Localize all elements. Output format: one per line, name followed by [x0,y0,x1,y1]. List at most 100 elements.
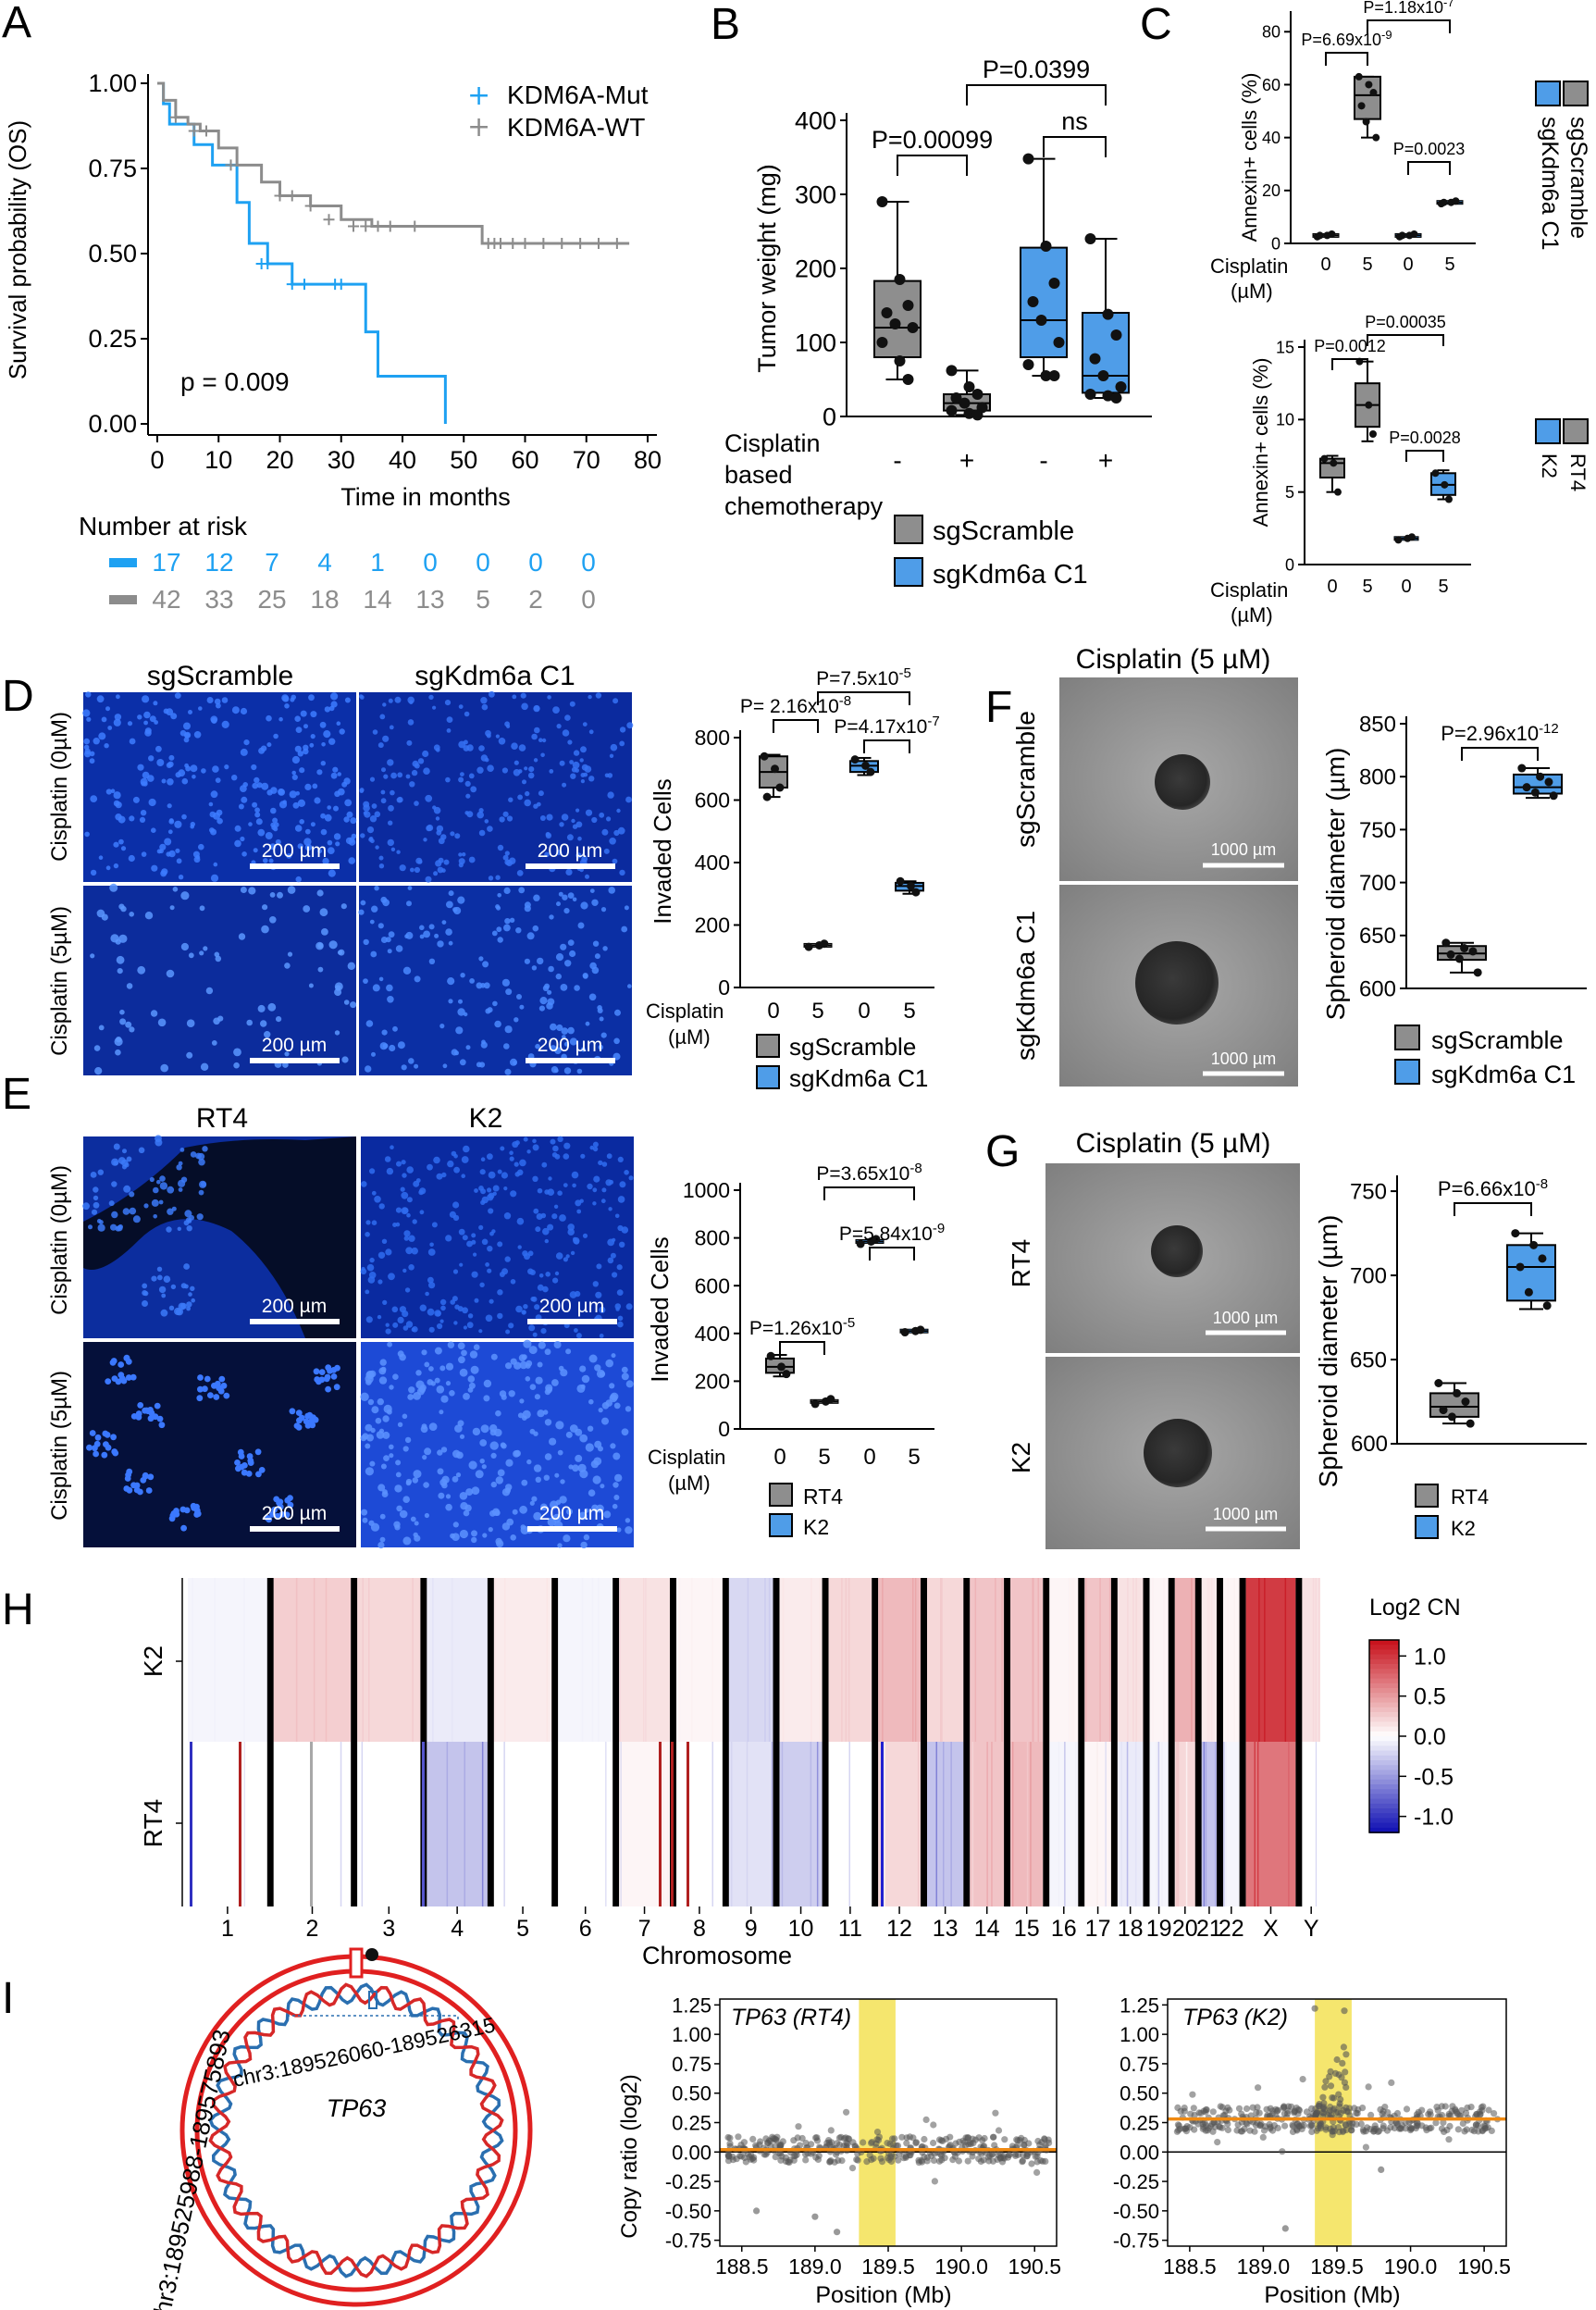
e-nucleus [103,1441,109,1447]
d-nucleus [144,912,154,920]
d-nucleus [580,901,588,910]
e-nucleus [223,1392,230,1399]
h-stripe [542,1742,545,1906]
i-plot2-point [1357,2120,1365,2128]
h-chromosome-separator [1295,1578,1303,1906]
g-point [1439,1406,1448,1415]
d-nucleus [599,812,605,818]
h-chromosome-separator [1168,1578,1175,1906]
d-nucleus [567,1026,575,1035]
e-nucleus [238,1453,245,1459]
i-plot2-point [1224,2120,1231,2128]
c-bot-cis-1: Cisplatin [1210,578,1288,602]
i-plot1-point [827,2127,835,2134]
d-nucleus [458,999,463,1004]
i-plot1-point [726,2134,734,2142]
h-stripe [503,1742,505,1906]
d-nucleus [233,1048,241,1057]
e-nucleus [479,1459,485,1464]
h-stripe [1132,1578,1134,1742]
e-nucleus [563,1257,569,1262]
d-nucleus [516,870,524,876]
e-nucleus [593,1175,600,1183]
i-plot1-point [868,2140,875,2147]
h-stripe [412,1578,414,1742]
d-nucleus [446,728,452,733]
e-nucleus [125,1472,132,1478]
d-nucleus [110,789,116,793]
d-point [760,751,769,761]
b-cisplatin-sign: + [1098,446,1113,475]
i-plot1-point [937,2137,946,2144]
i-plot1-point [928,2152,935,2160]
d-nucleus [273,733,278,739]
i-plot2-point [1266,2120,1273,2129]
i-plot1-y-tick-label: -0.25 [665,2170,711,2193]
d-point [820,939,829,949]
h-legend-colorbar-step [1369,1683,1399,1689]
i-plot2-point [1342,2083,1350,2091]
i-plot2-point [1341,2007,1348,2015]
d-nucleus [526,932,535,940]
d-nucleus [248,822,253,826]
e-nucleus [537,1284,544,1291]
d-nucleus [428,958,436,965]
e-nucleus [379,1359,387,1366]
d-nucleus [457,896,465,904]
d-nucleus [205,987,214,995]
e-nucleus [560,1479,565,1484]
e-nucleus [528,1324,536,1332]
e-nucleus [437,1323,443,1330]
h-stripe [1127,1578,1129,1742]
i-y-axis-label: Copy ratio (log2) [617,2074,642,2238]
i-plot1-point [813,2134,821,2142]
e-col-title-k2: K2 [469,1103,503,1134]
g-legend-k2-swatch [1415,1515,1439,1539]
d-bracket [863,739,910,753]
d-nucleus [375,845,379,850]
c-top-bracket [1407,161,1451,175]
d-nucleus [260,1020,267,1027]
i-plot2-point [1379,2125,1387,2132]
d-nucleus [574,985,580,991]
panel-e-micrographs: RT4 K2 Cisplatin (0µM) Cisplatin (5µM) 2… [47,1103,634,1549]
d-nucleus [442,1063,448,1069]
h-chromosome-separator [1239,1578,1246,1906]
d-cis-2: (µM) [668,1025,711,1049]
h-chromosome-separator [551,1578,559,1906]
d-nucleus [304,783,312,791]
i-plot1-point [923,2157,931,2165]
d-nucleus [425,794,433,802]
i-plot1-point [860,2139,867,2146]
i-plot2-point [1306,2122,1314,2130]
h-chromosome-label: 11 [838,1916,862,1942]
i-plot2-point [1336,2103,1343,2110]
e-nucleus [377,1279,383,1285]
e-nucleus [605,1359,613,1368]
d-nucleus [451,1049,458,1056]
d-nucleus [504,1068,512,1075]
e-nucleus [441,1475,450,1484]
f-scale-text-1: 1000 µm [1211,840,1276,859]
e-nucleus [554,1271,560,1276]
e-legend-k2: K2 [803,1515,829,1539]
e-nucleus [497,1169,502,1174]
d-nucleus [358,909,365,915]
i-plot2-y-tick-label: 1.00 [1120,2023,1159,2046]
e-nucleus [377,1542,385,1549]
d-nucleus [190,764,198,773]
h-cell-k2-chr8 [676,1578,723,1742]
a-censor-mark [188,125,200,137]
h-chromosome-label: 14 [974,1916,1000,1942]
i-plot2-y-tick-label: 0.25 [1120,2112,1159,2135]
d-nucleus [180,942,189,951]
e-nucleus [532,1175,538,1183]
d-nucleus [591,816,598,824]
a-risk-mut-count: 0 [476,548,490,577]
e-nucleus [488,1192,495,1199]
b-cisplatin-sign: - [1039,446,1047,475]
d-nucleus [184,763,190,768]
f-spheroid-kdm6a [1135,941,1219,1025]
d-nucleus [336,721,341,726]
e-nucleus [428,1366,434,1372]
